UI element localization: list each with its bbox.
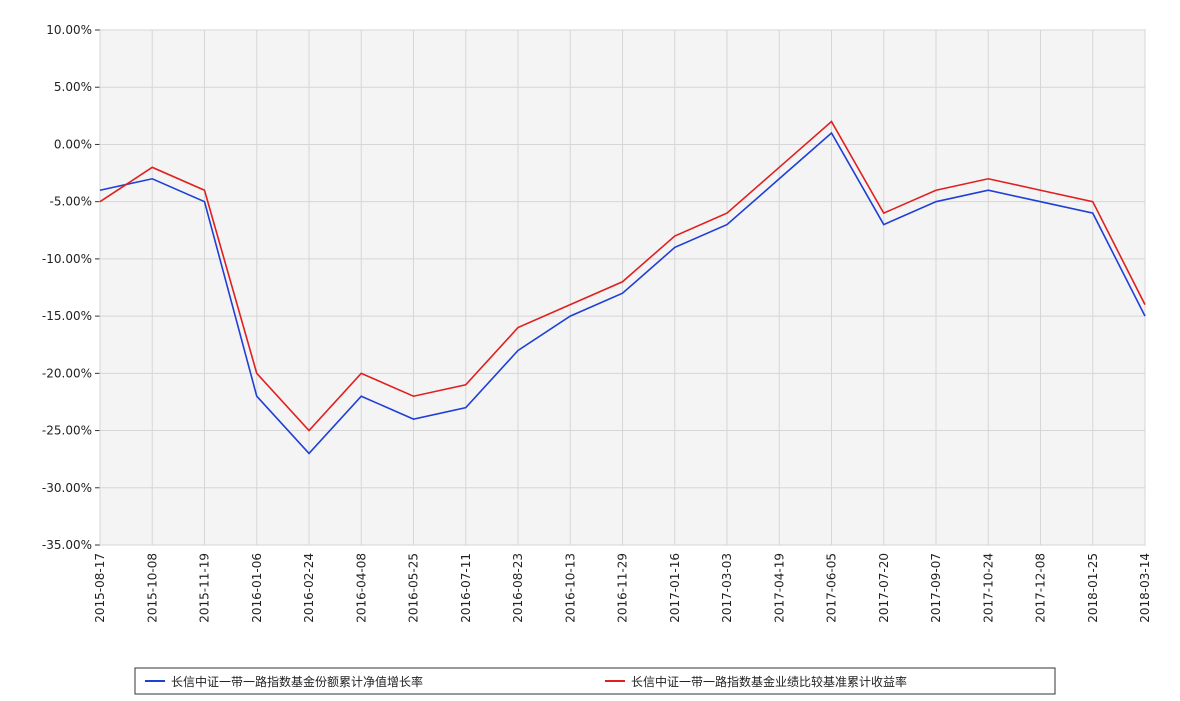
x-tick-label: 2016-02-24	[302, 553, 316, 623]
y-tick-label: -15.00%	[42, 309, 92, 323]
x-tick-label: 2016-04-08	[354, 553, 368, 623]
x-tick-label: 2017-12-08	[1034, 553, 1048, 623]
x-tick-label: 2016-05-25	[407, 553, 421, 623]
x-tick-label: 2015-11-19	[198, 553, 212, 623]
x-tick-label: 2017-03-03	[720, 553, 734, 623]
y-tick-label: -35.00%	[42, 538, 92, 552]
legend-label: 长信中证一带一路指数基金份额累计净值增长率	[171, 674, 423, 689]
chart: -35.00% -30.00% -25.00% -20.00% -15.00% -10.0…	[0, 0, 1180, 697]
x-tick-label: 2016-07-11	[459, 553, 473, 623]
x-tick-label: 2015-10-08	[145, 553, 159, 623]
x-tick-label: 2017-06-05	[825, 553, 839, 623]
x-tick-label: 2016-10-13	[563, 553, 577, 623]
legend-label: 长信中证一带一路指数基金业绩比较基准累计收益率	[631, 674, 907, 689]
y-tick-label: -5.00%	[50, 195, 92, 209]
y-tick-label: -20.00%	[42, 366, 92, 380]
x-tick-label: 2016-11-29	[616, 553, 630, 623]
y-tick-label: -30.00%	[42, 481, 92, 495]
x-tick-label: 2015-08-17	[93, 553, 107, 623]
y-tick-label: 10.00%	[46, 23, 92, 37]
y-tick-label: 0.00%	[54, 137, 92, 151]
x-tick-label: 2018-03-14	[1138, 553, 1152, 623]
x-tick-label: 2017-04-19	[772, 553, 786, 623]
x-tick-label: 2016-01-06	[250, 553, 264, 623]
x-tick-label: 2017-09-07	[929, 553, 943, 623]
x-tick-label: 2017-10-24	[981, 553, 995, 623]
y-tick-label: 5.00%	[54, 80, 92, 94]
y-tick-label: -10.00%	[42, 252, 92, 266]
y-tick-label: -25.00%	[42, 424, 92, 438]
x-tick-label: 2017-07-20	[877, 553, 891, 623]
x-tick-label: 2018-01-25	[1086, 553, 1100, 623]
x-tick-label: 2016-08-23	[511, 553, 525, 623]
x-tick-label: 2017-01-16	[668, 553, 682, 623]
